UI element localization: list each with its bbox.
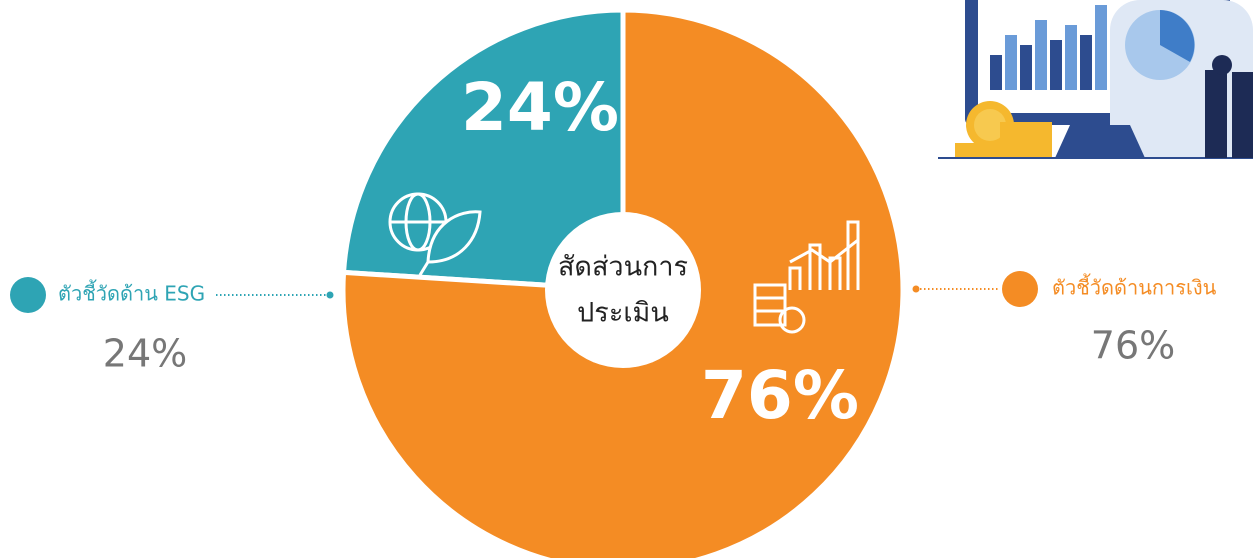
leader-dot	[326, 291, 334, 299]
pie-slice	[340, 7, 906, 558]
legend-label: ตัวชี้วัดด้าน ESG	[58, 280, 205, 306]
legend-marker	[1002, 271, 1038, 307]
illustration	[938, 0, 1253, 159]
trend	[789, 238, 859, 264]
legend-value: 24%	[103, 332, 187, 376]
donut-hole	[545, 212, 701, 368]
esg-icon	[388, 192, 482, 276]
coins	[753, 283, 787, 327]
legend-value: 76%	[1091, 324, 1175, 368]
pie-slice	[340, 7, 626, 293]
legend-marker	[10, 277, 46, 313]
legend-label: ตัวชี้วัดด้านการเงิน	[1052, 274, 1217, 300]
leader-dot	[912, 285, 920, 293]
slice-value-label: 76%	[701, 357, 859, 434]
finance-icon	[753, 220, 860, 334]
leaf	[418, 210, 482, 276]
slice-value-label: 24%	[461, 69, 619, 146]
chart-bars	[788, 220, 860, 290]
coin	[778, 306, 806, 334]
center-label: ประเมิน	[577, 298, 669, 329]
center-label: สัดส่วนการ	[558, 252, 688, 283]
